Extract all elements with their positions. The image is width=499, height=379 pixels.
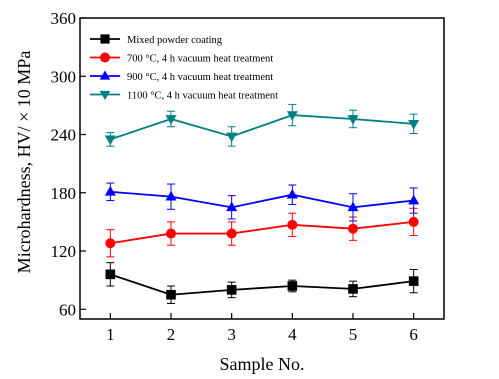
legend-marker: [100, 34, 110, 44]
series-line: [110, 273, 414, 296]
x-axis-title: Sample No.: [220, 354, 305, 374]
series-line: [110, 190, 414, 209]
data-point: [165, 190, 177, 201]
data-point: [165, 115, 177, 125]
y-tick-label: 300: [51, 67, 77, 86]
y-tick-label: 240: [51, 126, 77, 145]
data-point: [226, 201, 238, 212]
y-tick-label: 60: [59, 300, 76, 319]
legend-marker: [100, 52, 110, 63]
legend-marker: [99, 70, 111, 80]
y-tick-label: 180: [51, 184, 77, 203]
data-point: [287, 219, 298, 230]
data-point: [408, 216, 419, 227]
data-point: [348, 284, 358, 294]
data-point: [286, 188, 298, 199]
series-2: [105, 207, 419, 258]
legend-marker: [99, 90, 111, 101]
data-point: [104, 135, 116, 146]
x-tick-label: 4: [288, 325, 297, 344]
legend-label: 900 °C, 4 h vacuum heat treatment: [127, 72, 273, 83]
x-tick-label: 1: [106, 325, 115, 344]
data-point: [408, 194, 420, 205]
data-point: [226, 285, 237, 295]
series-line: [110, 221, 414, 245]
data-point: [347, 201, 359, 212]
data-point: [286, 111, 298, 121]
series-line: [110, 114, 414, 141]
x-tick-label: 2: [167, 325, 176, 344]
legend-label: Mixed powder coating: [127, 35, 223, 46]
data-point: [348, 223, 358, 234]
series-1: [105, 262, 419, 304]
data-point: [347, 115, 359, 125]
x-tick-label: 3: [227, 325, 236, 344]
data-point: [104, 186, 116, 196]
legend: Mixed powder coating 700 °C, 4 h vacuum h…: [90, 34, 278, 102]
series-4: [104, 103, 420, 147]
legend-label: 700 °C, 4 h vacuum heat treatment: [127, 54, 273, 65]
plot-frame: [79, 17, 445, 320]
data-point: [105, 269, 116, 280]
data-point: [105, 238, 116, 249]
data-point: [408, 119, 420, 130]
y-axis-title: Microhardness, HV/ × 10 MPa: [14, 51, 34, 274]
data-point: [287, 281, 298, 291]
data-point: [226, 132, 238, 143]
y-tick-label: 360: [51, 9, 77, 28]
y-tick-label: 120: [51, 242, 77, 261]
x-tick-label: 6: [409, 325, 418, 344]
data-point: [226, 228, 237, 239]
data-point: [166, 289, 176, 300]
x-tick-label: 5: [349, 325, 358, 344]
series-3: [104, 182, 420, 222]
data-point: [166, 228, 176, 239]
data-point: [408, 276, 419, 286]
legend-label: 1100 °C, 4 h vacuum heat treatment: [127, 91, 278, 102]
